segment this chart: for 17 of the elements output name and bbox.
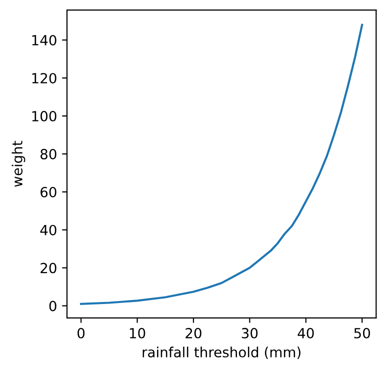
y-tick-label: 20 bbox=[40, 262, 56, 274]
y-tick-label: 80 bbox=[40, 148, 56, 160]
y-tick-label: 60 bbox=[40, 186, 56, 198]
y-tick-label: 40 bbox=[40, 224, 56, 236]
x-tick-label: 30 bbox=[242, 328, 258, 338]
x-axis-title: rainfall threshold (mm) bbox=[142, 346, 300, 360]
y-tick-label: 100 bbox=[32, 110, 56, 122]
x-tick-label: 0 bbox=[78, 328, 85, 338]
x-tick-label: 50 bbox=[354, 328, 370, 338]
x-tick-label: 40 bbox=[298, 328, 314, 338]
x-tick-label: 10 bbox=[130, 328, 146, 338]
line-series bbox=[80, 24, 364, 305]
y-axis-title: weight bbox=[12, 140, 26, 187]
y-tick-label: 120 bbox=[32, 72, 56, 84]
x-tick-label: 20 bbox=[186, 328, 202, 338]
y-tick-label: 0 bbox=[49, 300, 56, 312]
y-tick-label: 140 bbox=[32, 34, 56, 46]
